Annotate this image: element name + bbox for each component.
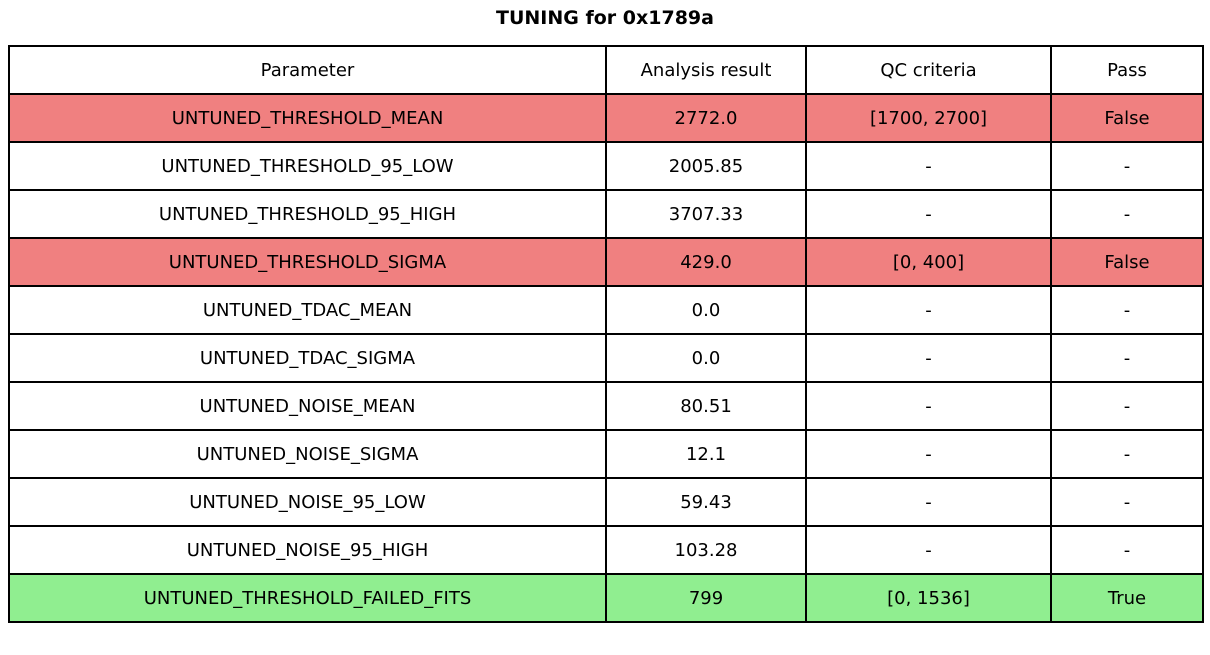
cell-qc-criteria: - [805, 429, 1052, 479]
cell-qc-criteria: [0, 1536] [805, 573, 1052, 623]
cell-analysis-result: 799 [605, 573, 807, 623]
cell-analysis-result: 103.28 [605, 525, 807, 575]
cell-qc-criteria: - [805, 333, 1052, 383]
table-row: UNTUNED_NOISE_MEAN 80.51 - - [8, 381, 1204, 431]
cell-parameter: UNTUNED_NOISE_95_HIGH [8, 525, 607, 575]
cell-qc-criteria: - [805, 381, 1052, 431]
cell-pass: - [1050, 189, 1204, 239]
cell-parameter: UNTUNED_THRESHOLD_SIGMA [8, 237, 607, 287]
table-row: UNTUNED_THRESHOLD_MEAN 2772.0 [1700, 270… [8, 93, 1204, 143]
header-parameter: Parameter [8, 45, 607, 95]
cell-pass: False [1050, 93, 1204, 143]
table-row: UNTUNED_TDAC_MEAN 0.0 - - [8, 285, 1204, 335]
table-row: UNTUNED_TDAC_SIGMA 0.0 - - [8, 333, 1204, 383]
table-row: UNTUNED_NOISE_SIGMA 12.1 - - [8, 429, 1204, 479]
table-row: UNTUNED_NOISE_95_LOW 59.43 - - [8, 477, 1204, 527]
table-row: UNTUNED_THRESHOLD_SIGMA 429.0 [0, 400] F… [8, 237, 1204, 287]
cell-pass: True [1050, 573, 1204, 623]
cell-qc-criteria: [0, 400] [805, 237, 1052, 287]
cell-qc-criteria: - [805, 141, 1052, 191]
cell-analysis-result: 3707.33 [605, 189, 807, 239]
table-row: UNTUNED_THRESHOLD_95_LOW 2005.85 - - [8, 141, 1204, 191]
cell-pass: - [1050, 333, 1204, 383]
cell-parameter: UNTUNED_NOISE_SIGMA [8, 429, 607, 479]
table-header: Parameter Analysis result QC criteria Pa… [8, 45, 1204, 95]
cell-qc-criteria: - [805, 189, 1052, 239]
cell-analysis-result: 59.43 [605, 477, 807, 527]
header-qc-criteria: QC criteria [805, 45, 1052, 95]
table-row: UNTUNED_THRESHOLD_FAILED_FITS 799 [0, 15… [8, 573, 1204, 623]
cell-analysis-result: 2005.85 [605, 141, 807, 191]
cell-analysis-result: 0.0 [605, 285, 807, 335]
table-row: UNTUNED_THRESHOLD_95_HIGH 3707.33 - - [8, 189, 1204, 239]
cell-parameter: UNTUNED_NOISE_MEAN [8, 381, 607, 431]
cell-pass: - [1050, 141, 1204, 191]
cell-parameter: UNTUNED_THRESHOLD_95_LOW [8, 141, 607, 191]
cell-parameter: UNTUNED_TDAC_SIGMA [8, 333, 607, 383]
cell-pass: - [1050, 381, 1204, 431]
cell-parameter: UNTUNED_NOISE_95_LOW [8, 477, 607, 527]
cell-pass: - [1050, 429, 1204, 479]
cell-pass: - [1050, 477, 1204, 527]
cell-qc-criteria: [1700, 2700] [805, 93, 1052, 143]
table-row: UNTUNED_NOISE_95_HIGH 103.28 - - [8, 525, 1204, 575]
cell-pass: - [1050, 525, 1204, 575]
cell-analysis-result: 12.1 [605, 429, 807, 479]
cell-analysis-result: 80.51 [605, 381, 807, 431]
cell-pass: False [1050, 237, 1204, 287]
cell-parameter: UNTUNED_TDAC_MEAN [8, 285, 607, 335]
cell-parameter: UNTUNED_THRESHOLD_MEAN [8, 93, 607, 143]
cell-analysis-result: 2772.0 [605, 93, 807, 143]
cell-pass: - [1050, 285, 1204, 335]
qc-results-table: Parameter Analysis result QC criteria Pa… [8, 45, 1204, 623]
cell-parameter: UNTUNED_THRESHOLD_95_HIGH [8, 189, 607, 239]
cell-qc-criteria: - [805, 525, 1052, 575]
header-analysis-result: Analysis result [605, 45, 807, 95]
header-row: Parameter Analysis result QC criteria Pa… [8, 45, 1204, 95]
cell-qc-criteria: - [805, 477, 1052, 527]
page-title: TUNING for 0x1789a [496, 7, 714, 29]
cell-qc-criteria: - [805, 285, 1052, 335]
cell-parameter: UNTUNED_THRESHOLD_FAILED_FITS [8, 573, 607, 623]
cell-analysis-result: 0.0 [605, 333, 807, 383]
table-body: UNTUNED_THRESHOLD_MEAN 2772.0 [1700, 270… [8, 93, 1204, 623]
cell-analysis-result: 429.0 [605, 237, 807, 287]
header-pass: Pass [1050, 45, 1204, 95]
